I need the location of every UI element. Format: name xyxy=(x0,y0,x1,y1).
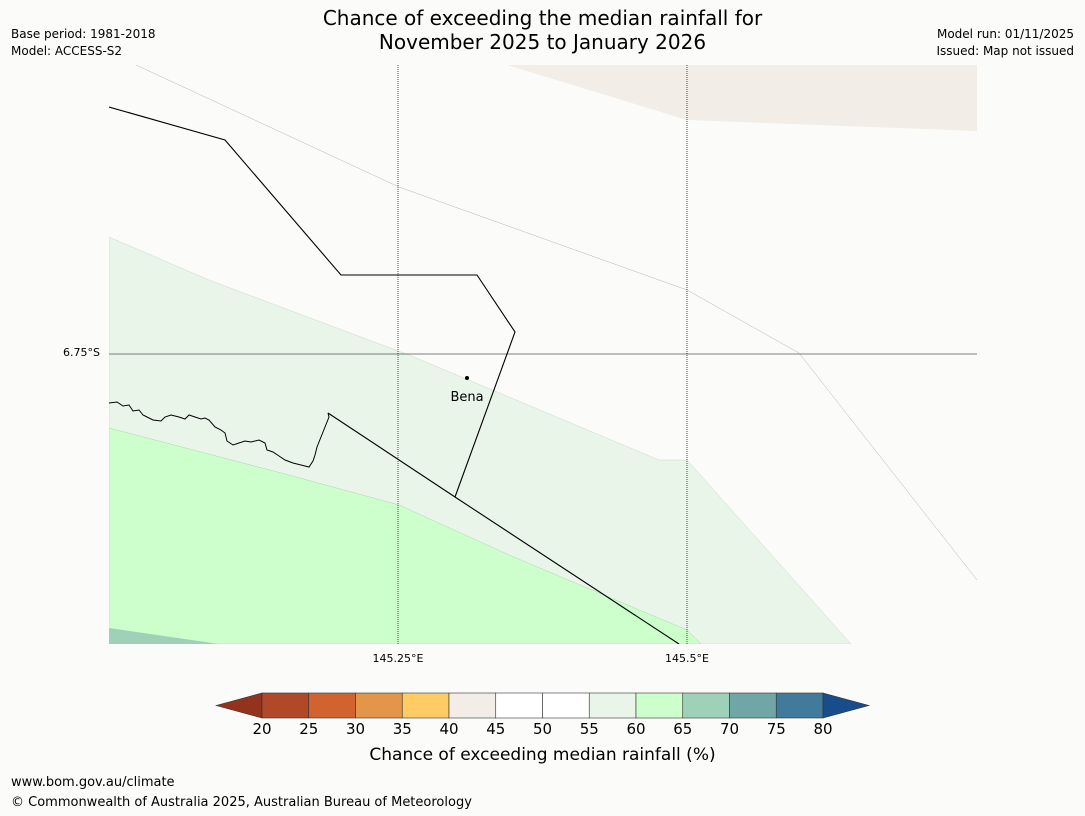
colorbar-segment xyxy=(682,692,730,719)
colorbar-segment xyxy=(588,692,637,719)
footer-copyright: © Commonwealth of Australia 2025, Austra… xyxy=(11,795,472,810)
band-40-45-region xyxy=(507,65,977,131)
map-svg: Bena xyxy=(109,65,977,644)
colorbar-segment xyxy=(775,692,824,719)
latitude-label: 6.75°S xyxy=(63,346,100,359)
colorbar-segment xyxy=(355,692,403,719)
colorbar-segment xyxy=(542,692,590,719)
colorbar-tick-label: 60 xyxy=(626,720,646,738)
colorbar-segment xyxy=(635,692,684,719)
colorbar-tick-label: 20 xyxy=(252,720,272,738)
colorbar-tick-label: 40 xyxy=(439,720,459,738)
colorbar-tick-label: 30 xyxy=(345,720,366,738)
map-title: Chance of exceeding the median rainfall … xyxy=(0,6,1085,54)
meta-right: Model run: 01/11/2025 Issued: Map not is… xyxy=(936,26,1074,60)
colorbar xyxy=(215,692,871,719)
meta-left: Base period: 1981-2018 Model: ACCESS-S2 xyxy=(11,26,156,60)
title-line-1: Chance of exceeding the median rainfall … xyxy=(322,6,763,30)
colorbar-segment xyxy=(308,692,356,719)
boundary-line-lower xyxy=(327,412,680,644)
colorbar-segment xyxy=(729,692,777,719)
colorbar-tick-label: 50 xyxy=(532,720,553,738)
colorbar-tick-label: 45 xyxy=(486,720,506,738)
colorbar-segment xyxy=(495,692,543,719)
colorbar-tick-label: 35 xyxy=(392,720,412,738)
colorbar-segment xyxy=(401,692,450,719)
footer-url[interactable]: www.bom.gov.au/climate xyxy=(11,775,175,790)
base-period: Base period: 1981-2018 xyxy=(11,27,156,41)
map-panel[interactable]: Bena xyxy=(109,65,977,644)
band-65-70-region xyxy=(109,628,219,644)
longitude-label-145-5: 145.5°E xyxy=(665,652,709,665)
colorbar-over-arrow xyxy=(822,692,871,719)
boundary-line xyxy=(109,106,516,498)
band-60-65-region xyxy=(109,427,702,644)
colorbar-under-arrow xyxy=(215,692,263,719)
colorbar-segment xyxy=(448,692,497,719)
model-run: Model run: 01/11/2025 xyxy=(936,27,1074,41)
river-line xyxy=(109,401,330,468)
colorbar-tick-label: 70 xyxy=(719,720,740,738)
colorbar-tick-label: 80 xyxy=(813,720,833,738)
issued-status: Issued: Map not issued xyxy=(936,44,1074,58)
bena-label: Bena xyxy=(450,390,483,405)
colorbar-tick-label: 75 xyxy=(766,720,786,738)
longitude-label-145-25: 145.25°E xyxy=(372,652,424,665)
model-name: Model: ACCESS-S2 xyxy=(11,44,123,58)
bena-marker[interactable] xyxy=(465,376,469,380)
colorbar-tick-label: 55 xyxy=(579,720,599,738)
colorbar-label: Chance of exceeding median rainfall (%) xyxy=(369,745,716,765)
colorbar-tick-label: 65 xyxy=(673,720,693,738)
title-line-2: November 2025 to January 2026 xyxy=(378,30,707,54)
colorbar-segment xyxy=(261,692,310,719)
colorbar-tick-label: 25 xyxy=(299,720,319,738)
